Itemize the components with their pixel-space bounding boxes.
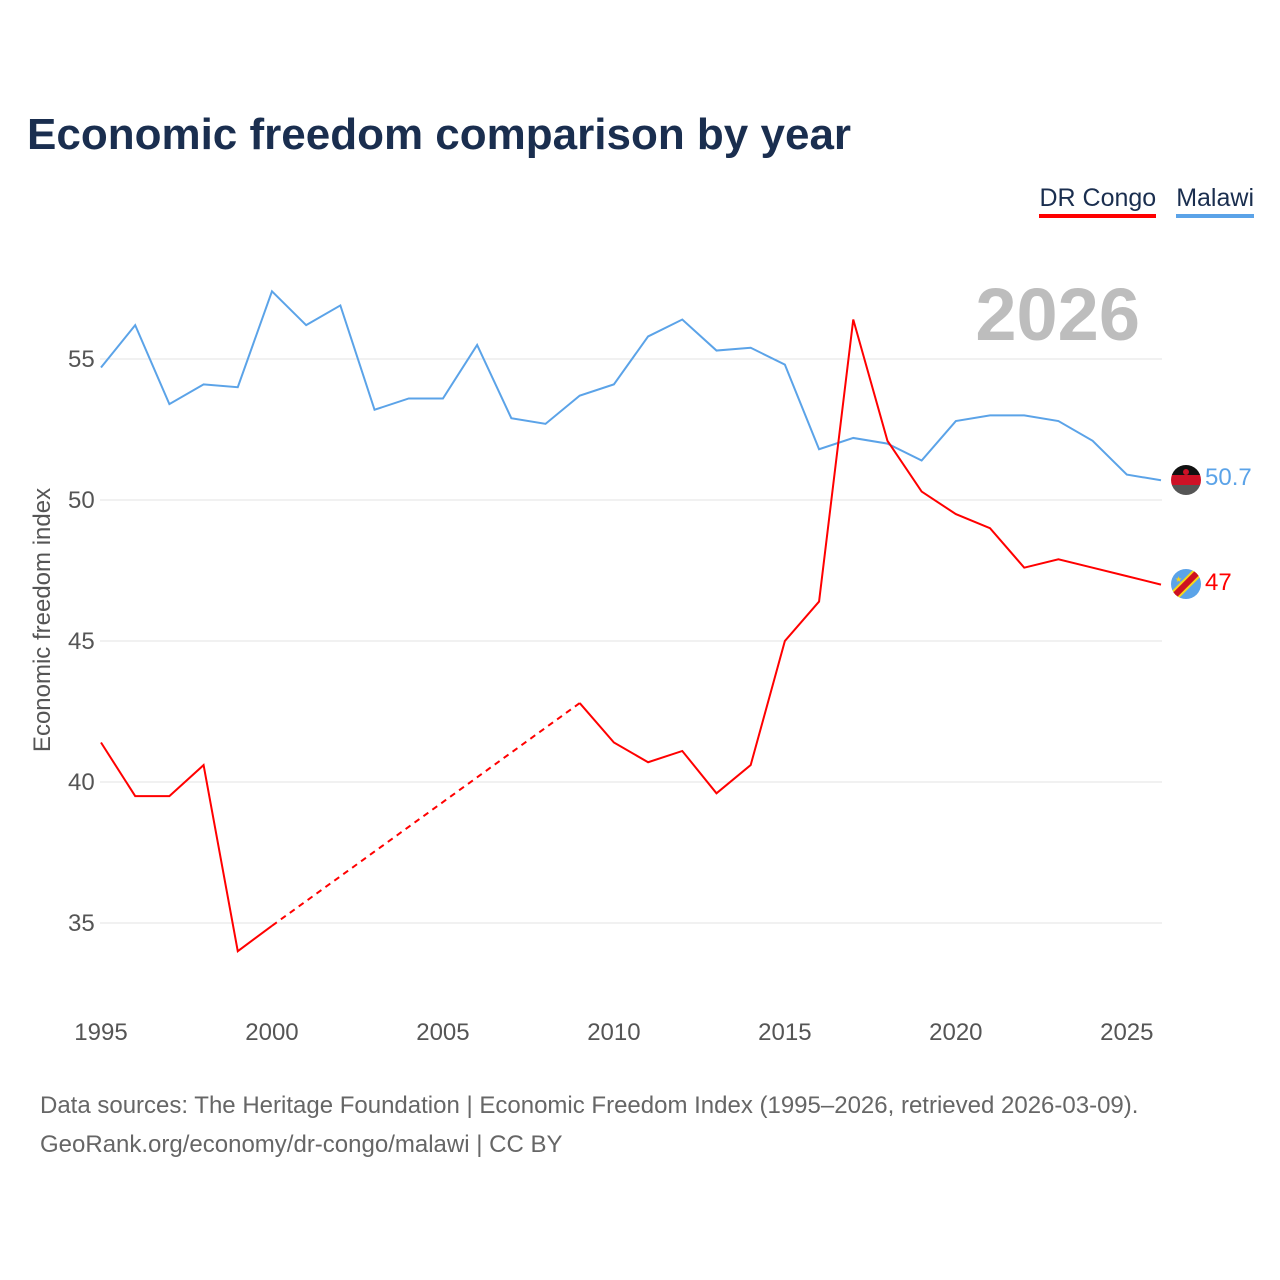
legend-malawi[interactable]: Malawi [1176, 184, 1254, 218]
y-tick-label: 35 [68, 910, 95, 937]
y-axis-label: Economic freedom index [29, 488, 56, 752]
legend: DR Congo Malawi [1039, 184, 1254, 218]
y-tick-label: 50 [68, 487, 95, 514]
chart-title: Economic freedom comparison by year [27, 110, 852, 159]
x-tick-label: 2000 [245, 1019, 298, 1046]
svg-text:★: ★ [1175, 575, 1182, 584]
x-tick-label: 1995 [74, 1019, 127, 1046]
malawi-flag-icon [1171, 465, 1201, 495]
dr-congo-line [100, 741, 273, 953]
y-tick-label: 45 [68, 628, 95, 655]
malawi-end-label: 50.7 [1205, 464, 1252, 491]
legend-dr-congo[interactable]: DR Congo [1039, 184, 1157, 218]
dr-congo-end-label: 47 [1205, 569, 1232, 596]
dr-congo-line [578, 319, 1162, 795]
x-tick-label: 2010 [587, 1019, 640, 1046]
year-watermark: 2026 [975, 273, 1140, 356]
x-tick-label: 2015 [758, 1019, 811, 1046]
x-tick-label: 2020 [929, 1019, 982, 1046]
x-tick-label: 2025 [1100, 1019, 1153, 1046]
y-tick-label: 40 [68, 769, 95, 796]
footer: Data sources: The Heritage Foundation | … [40, 1086, 1138, 1164]
dr-congo-gap-line [271, 702, 581, 927]
y-tick-label: 55 [68, 346, 95, 373]
x-tick-label: 2005 [416, 1019, 469, 1046]
footer-link[interactable]: GeoRank.org/economy/dr-congo/malawi | CC… [40, 1131, 563, 1158]
dr-congo-flag-icon: ★ [1171, 569, 1201, 599]
malawi-line [100, 289, 1162, 482]
footer-sources: Data sources: The Heritage Foundation | … [40, 1092, 1139, 1119]
